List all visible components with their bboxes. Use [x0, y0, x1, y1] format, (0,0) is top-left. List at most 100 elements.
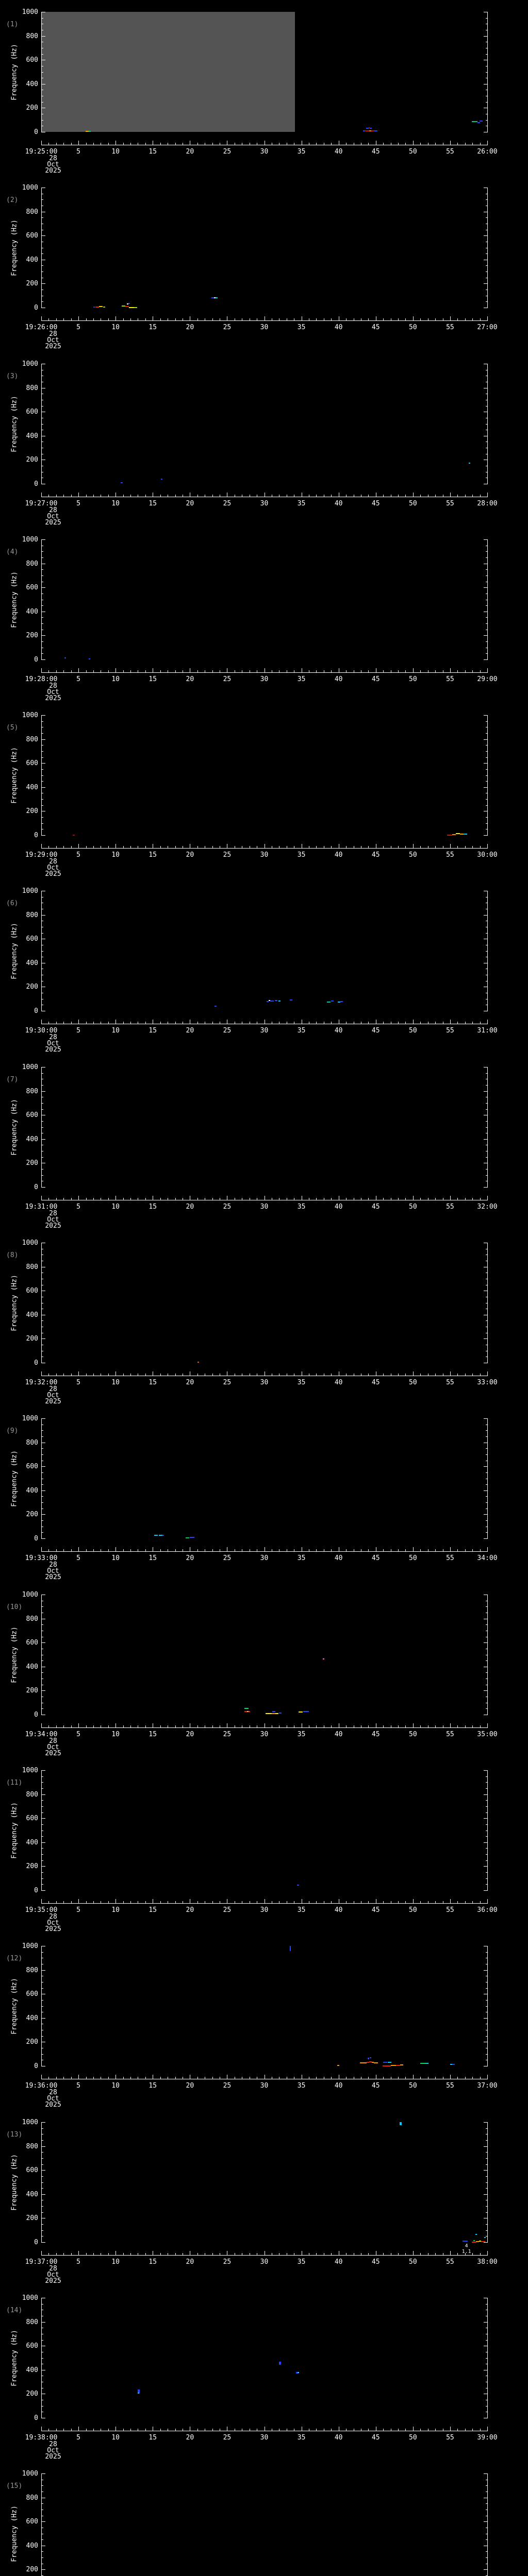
- y-tick-label: 600: [26, 408, 38, 416]
- x-minor-tick: [175, 1022, 176, 1024]
- x-minor-tick: [331, 846, 332, 848]
- x-minor-tick: [130, 846, 131, 848]
- x-minor-tick: [405, 2077, 406, 2079]
- spectral-feature: [337, 2064, 340, 2066]
- x-minor-tick: [71, 495, 72, 497]
- x-minor-tick: [93, 2077, 94, 2079]
- x-minor-tick: [480, 1901, 481, 1903]
- y-minor-tick: [41, 1084, 43, 1086]
- y-minor-tick: [486, 2206, 488, 2207]
- y-axis-title: Frequency (Hz): [10, 44, 19, 100]
- y-minor-tick: [486, 653, 488, 654]
- y-major-tick: [484, 659, 488, 660]
- x-minor-tick: [457, 2077, 458, 2079]
- x-tick-label: 30: [260, 675, 269, 683]
- y-minor-tick: [41, 605, 43, 606]
- y-tick-label: 1000: [22, 184, 38, 192]
- x-tick-label: 55: [446, 675, 454, 683]
- x-minor-tick: [130, 1198, 131, 1200]
- x-major-tick: [41, 316, 42, 320]
- x-tick-label: 40: [334, 148, 343, 156]
- x-major-tick: [412, 2075, 414, 2079]
- y-minor-tick: [41, 1878, 43, 1879]
- x-start-time-label: 19:36:00: [25, 2082, 58, 2090]
- x-tick-label: 15: [148, 148, 157, 156]
- x-minor-tick: [465, 1725, 466, 1727]
- y-major-tick: [41, 2018, 45, 2019]
- date-line: 2025: [45, 2101, 61, 2109]
- x-minor-tick: [465, 670, 466, 672]
- date-line: Oct: [47, 2271, 59, 2279]
- y-tick-label: 800: [26, 560, 38, 568]
- x-tick-label: 40: [334, 2258, 343, 2266]
- x-minor-tick: [383, 143, 384, 145]
- x-minor-tick: [86, 1549, 87, 1551]
- x-tick-label: 40: [334, 500, 343, 507]
- x-minor-tick: [123, 318, 124, 320]
- y-tick-label: 0: [34, 1535, 38, 1543]
- y-minor-tick: [486, 623, 488, 624]
- x-tick-label: 50: [409, 500, 417, 507]
- y-minor-tick: [486, 757, 488, 758]
- y-axis-title: Frequency (Hz): [10, 747, 19, 804]
- date-line: 2025: [45, 1046, 61, 1054]
- x-minor-tick: [457, 1022, 458, 1024]
- y-tick-label: 200: [26, 1862, 38, 1871]
- spectral-feature: [370, 128, 372, 129]
- x-tick-label: 35: [297, 2258, 306, 2266]
- x-minor-tick: [145, 846, 146, 848]
- y-tick-label: 600: [26, 1463, 38, 1471]
- x-minor-tick: [368, 1374, 369, 1376]
- spectral-feature: [121, 305, 125, 307]
- y-minor-tick: [41, 1952, 43, 1953]
- date-line: 28: [49, 1913, 57, 1921]
- x-minor-tick: [212, 1198, 213, 1200]
- x-minor-tick: [435, 670, 436, 672]
- y-minor-tick: [41, 1854, 43, 1855]
- x-minor-tick: [86, 1725, 87, 1727]
- date-line: 28: [49, 1561, 57, 1569]
- x-minor-tick: [212, 1549, 213, 1551]
- x-minor-tick: [63, 495, 64, 497]
- y-minor-tick: [41, 1800, 43, 1801]
- spectral-feature: [323, 1658, 325, 1659]
- spectral-feature: [390, 2065, 396, 2066]
- x-minor-tick: [123, 2429, 124, 2431]
- x-minor-tick: [108, 1901, 109, 1903]
- x-minor-tick: [175, 1725, 176, 1727]
- spectral-feature: [367, 2058, 370, 2059]
- y-tick-label: 0: [34, 304, 38, 312]
- x-minor-tick: [93, 1022, 94, 1024]
- x-minor-tick: [383, 1725, 384, 1727]
- x-minor-tick: [63, 1374, 64, 1376]
- x-minor-tick: [331, 495, 332, 497]
- x-tick-label: 20: [186, 2434, 194, 2442]
- x-minor-tick: [212, 2077, 213, 2079]
- y-minor-tick: [486, 721, 488, 722]
- spectral-feature: [471, 121, 478, 123]
- spectral-feature: [371, 2062, 374, 2063]
- x-end-time-label: 34:00: [477, 1554, 498, 1562]
- x-minor-tick: [435, 495, 436, 497]
- y-minor-tick: [486, 1109, 488, 1110]
- x-tick-label: 50: [409, 324, 417, 331]
- panel-number-label: (12): [6, 1955, 23, 1962]
- x-minor-tick: [160, 143, 161, 145]
- y-tick-label: 600: [26, 232, 38, 240]
- x-minor-tick: [398, 1198, 399, 1200]
- x-minor-tick: [212, 1725, 213, 1727]
- x-minor-tick: [86, 495, 87, 497]
- x-start-time-label: 19:30:00: [25, 1027, 58, 1035]
- y-minor-tick: [41, 1109, 43, 1110]
- spectral-feature: [463, 2240, 468, 2242]
- y-tick-label: 600: [26, 1639, 38, 1647]
- x-minor-tick: [383, 1374, 384, 1376]
- x-tick-label: 55: [446, 500, 454, 507]
- date-line: 28: [49, 506, 57, 514]
- y-tick-label: 1000: [22, 887, 38, 895]
- spectral-feature: [271, 1713, 276, 1714]
- y-major-tick: [484, 2242, 488, 2243]
- x-tick-label: 40: [334, 1906, 343, 1914]
- y-tick-label: 400: [26, 1486, 38, 1495]
